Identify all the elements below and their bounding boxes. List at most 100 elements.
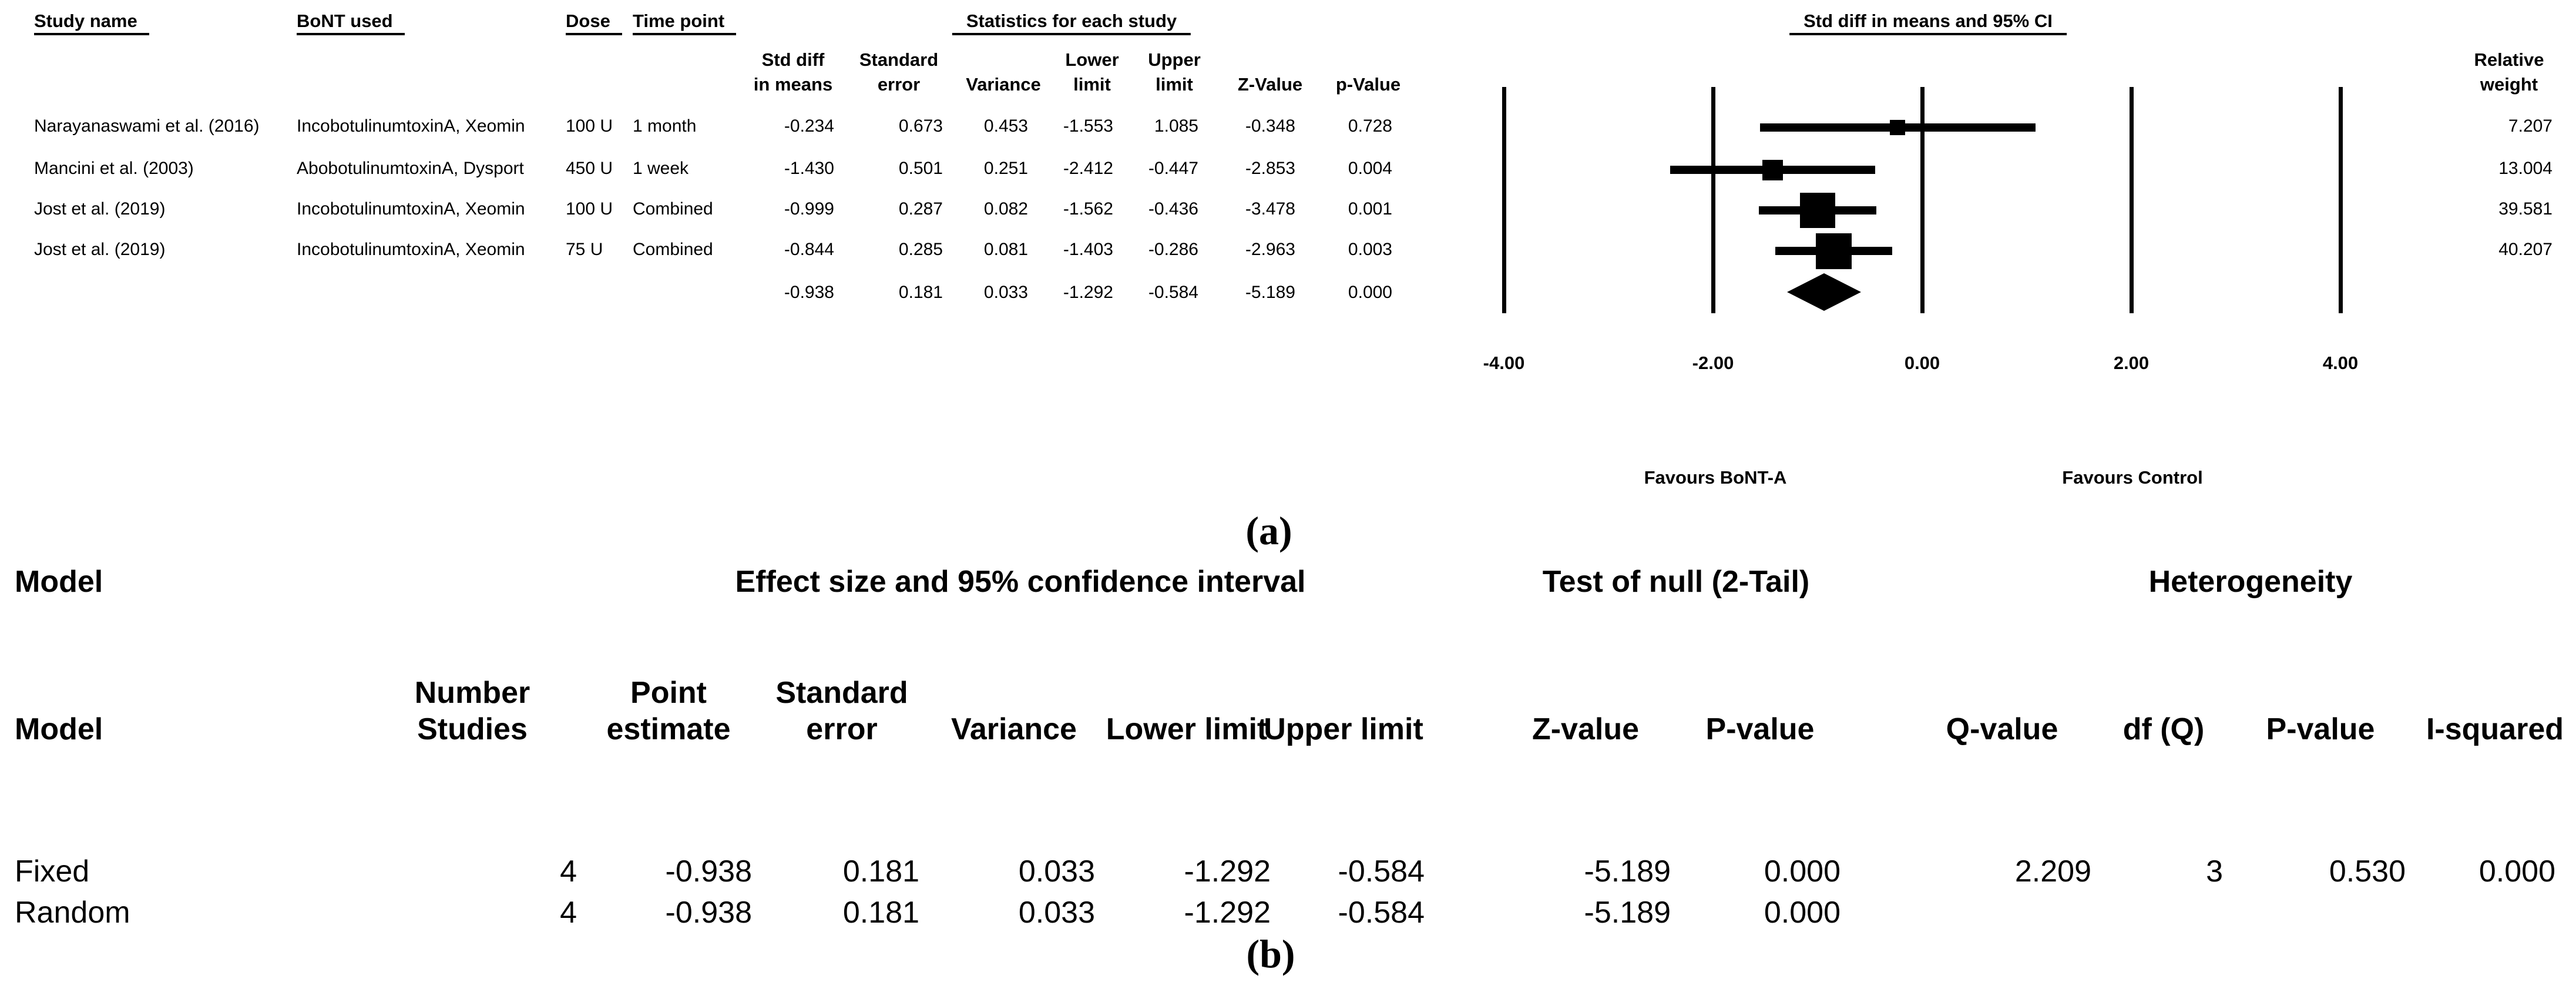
- b-col-header: P-value: [1705, 712, 1815, 746]
- stat-col-header-line1: Standard: [859, 49, 939, 70]
- stat-col-header: limit: [1073, 74, 1111, 95]
- stat-value: -2.963: [1245, 240, 1295, 259]
- stat-value: 0.003: [1348, 240, 1392, 259]
- col-header-dose: Dose: [566, 12, 622, 35]
- stat-value: -1.430: [784, 159, 834, 178]
- stat-col-header-line1: Upper: [1148, 49, 1201, 70]
- bont-used: IncobotulinumtoxinA, Xeomin: [297, 240, 525, 259]
- model-name: Random: [15, 896, 130, 930]
- effect-size-square: [1890, 120, 1906, 135]
- b-table-value: -5.189: [1584, 896, 1671, 930]
- stat-value: 0.081: [983, 240, 1028, 259]
- summary-stat-value: 0.181: [898, 283, 943, 302]
- study-name: Jost et al. (2019): [34, 199, 166, 219]
- stat-value: 0.004: [1348, 159, 1392, 178]
- b-col-header-line1: Standard: [775, 676, 908, 710]
- stat-col-header: Variance: [966, 74, 1041, 95]
- b-table-value: -0.938: [665, 896, 752, 930]
- b-table-value: 3: [2206, 854, 2223, 889]
- axis-gridline: [1711, 87, 1715, 313]
- b-col-header: Lower limit: [1106, 712, 1268, 746]
- relative-weight-value: 7.207: [2508, 116, 2553, 136]
- b-table-value: 0.181: [842, 854, 919, 889]
- stat-value: 0.287: [898, 199, 943, 219]
- col-header-relative-weight-line1: Relative: [2474, 49, 2544, 70]
- stat-col-header: in means: [753, 74, 833, 95]
- b-group-header-test-of-null: Test of null (2-Tail): [1542, 565, 1810, 599]
- stat-value: -0.844: [784, 240, 834, 259]
- b-table-value: -5.189: [1584, 854, 1671, 889]
- relative-weight-value: 13.004: [2498, 159, 2553, 178]
- b-group-header-model: Model: [15, 565, 103, 599]
- stat-col-header: p-Value: [1335, 74, 1401, 95]
- stat-value: -0.436: [1148, 199, 1198, 219]
- b-col-header: Studies: [417, 712, 528, 746]
- study-name: Jost et al. (2019): [34, 240, 166, 259]
- stat-value: -1.403: [1063, 240, 1113, 259]
- stat-value: -2.412: [1063, 159, 1113, 178]
- stat-col-header: error: [877, 74, 921, 95]
- summary-stat-value: 0.000: [1348, 283, 1392, 302]
- summary-stat-value: -5.189: [1245, 283, 1295, 302]
- time-point-value: 1 month: [633, 116, 697, 136]
- stat-value: -0.999: [784, 199, 834, 219]
- plot-title: Std diff in means and 95% CI: [1789, 12, 2067, 35]
- summary-stat-value: -1.292: [1063, 283, 1113, 302]
- axis-gridline: [1502, 87, 1506, 313]
- relative-weight-value: 40.207: [2498, 240, 2553, 259]
- stat-value: 0.001: [1348, 199, 1392, 219]
- stat-value: -2.853: [1245, 159, 1295, 178]
- axis-gridline: [2129, 87, 2134, 313]
- summary-stat-value: -0.584: [1148, 283, 1198, 302]
- axis-tick-label: 2.00: [2113, 353, 2150, 373]
- b-table-value: 0.033: [1018, 854, 1095, 889]
- b-table-value: 0.000: [1764, 896, 1841, 930]
- dose-value: 450 U: [566, 159, 613, 178]
- b-col-header: I-squared: [2426, 712, 2564, 746]
- col-header-time-point: Time point: [633, 12, 737, 35]
- summary-diamond: [1787, 273, 1862, 311]
- stat-value: 0.453: [983, 116, 1028, 136]
- b-col-header: Upper limit: [1264, 712, 1423, 746]
- stat-value: 1.085: [1154, 116, 1198, 136]
- stat-col-header-line1: Std diff: [761, 49, 825, 70]
- b-table-value: -1.292: [1184, 854, 1271, 889]
- stat-value: -3.478: [1245, 199, 1295, 219]
- axis-gridline: [1920, 87, 1925, 313]
- effect-size-square: [1816, 233, 1852, 269]
- stat-value: 0.728: [1348, 116, 1392, 136]
- study-name: Narayanaswami et al. (2016): [34, 116, 260, 136]
- b-table-value: -0.938: [665, 854, 752, 889]
- caption-a: (a): [1245, 508, 1292, 553]
- bont-used: IncobotulinumtoxinA, Xeomin: [297, 199, 525, 219]
- stat-col-header-line1: Lower: [1065, 49, 1119, 70]
- b-col-header-model: Model: [15, 712, 103, 746]
- stat-value: -1.553: [1063, 116, 1113, 136]
- b-col-header-line1: Number: [414, 676, 530, 710]
- b-col-header: Z-value: [1532, 712, 1640, 746]
- stat-value: 0.251: [983, 159, 1028, 178]
- dose-value: 100 U: [566, 116, 613, 136]
- caption-b: (b): [1246, 931, 1295, 976]
- col-header-bont-used: BoNT used: [297, 12, 405, 35]
- time-point-value: 1 week: [633, 159, 689, 178]
- dose-value: 75 U: [566, 240, 603, 259]
- col-header-study-name: Study name: [34, 12, 149, 35]
- b-col-header: estimate: [606, 712, 731, 746]
- dose-value: 100 U: [566, 199, 613, 219]
- effect-size-square: [1762, 159, 1783, 180]
- b-table-value: -0.584: [1338, 854, 1425, 889]
- stat-value: -1.562: [1063, 199, 1113, 219]
- b-table-value: -1.292: [1184, 896, 1271, 930]
- stat-value: 0.501: [898, 159, 943, 178]
- stat-col-header: Z-Value: [1237, 74, 1303, 95]
- stat-value: 0.285: [898, 240, 943, 259]
- stat-value: -0.234: [784, 116, 834, 136]
- b-table-value: 0.033: [1018, 896, 1095, 930]
- stat-value: -0.286: [1148, 240, 1198, 259]
- study-name: Mancini et al. (2003): [34, 159, 194, 178]
- axis-tick-label: -2.00: [1692, 353, 1734, 373]
- stat-value: -0.348: [1245, 116, 1295, 136]
